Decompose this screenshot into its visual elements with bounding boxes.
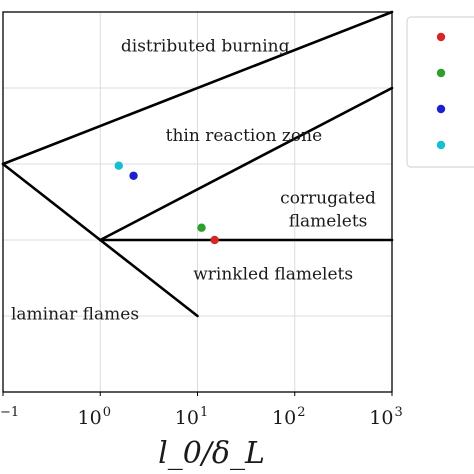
data-points [114,161,219,245]
regime-boundary-line [1,10,394,166]
regime-labels: distributed burning thin reaction zone cor… [11,37,376,325]
x-tick-label: 100 [78,405,111,429]
data-point [114,161,123,170]
regime-label: distributed burning [121,37,290,57]
x-tick-label: 103 [369,405,402,429]
data-point [210,235,219,245]
regime-boundary-line [98,86,394,242]
regime-boundaries [1,10,394,318]
x-tick-labels: 10−1 100 101 102 103 [0,392,403,429]
legend-marker [436,140,446,150]
data-point [129,171,138,180]
regime-label: flamelets [289,212,368,232]
regime-label: corrugated [280,189,376,209]
legend-marker [436,32,446,42]
regime-boundary-line [1,162,199,318]
x-tick-label: 101 [175,405,208,429]
regime-label: laminar flames [11,304,139,324]
legend-box [406,16,474,168]
data-point [197,223,206,232]
x-axis-title: l_0/δ_L [158,436,265,471]
x-tick-label: 102 [272,405,305,429]
legend-marker [436,104,446,114]
regime-label: thin reaction zone [166,126,322,146]
regime-label: wrinkled flamelets [193,265,353,285]
legend [406,16,474,168]
legend-marker [436,68,446,78]
x-tick-label: 10−1 [0,405,19,429]
